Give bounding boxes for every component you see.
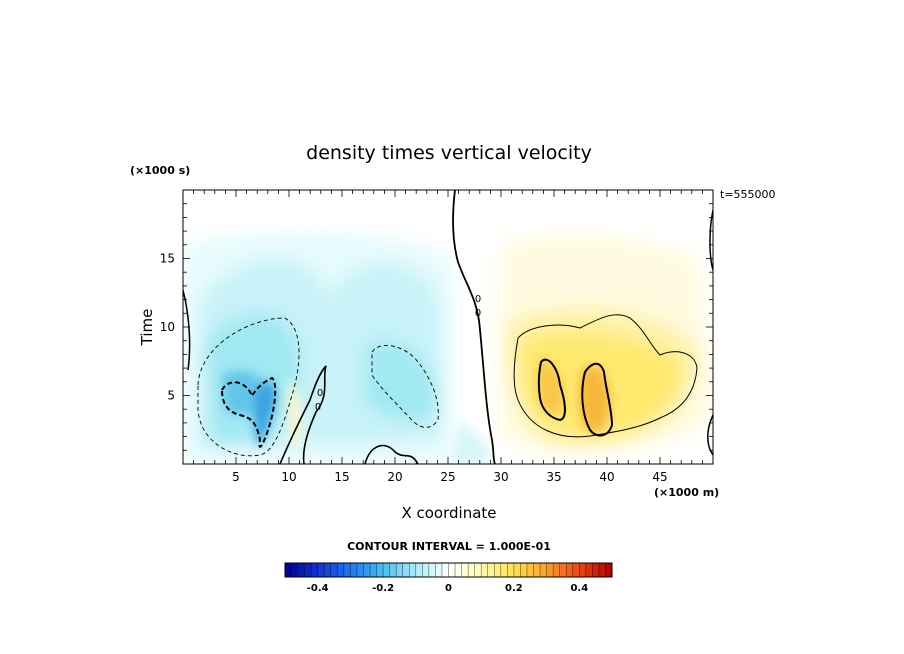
y-axis-label: Time	[138, 309, 156, 347]
colorbar-cell	[559, 563, 567, 577]
colorbar-cell	[448, 563, 456, 577]
x-tick-label: 40	[599, 470, 614, 484]
colorbar-tick-labels: -0.4 -0.2 0 0.2 0.4	[307, 583, 588, 594]
colorbar-cell	[285, 563, 292, 577]
zero-contour-mid	[279, 365, 327, 464]
colorbar-cell	[350, 563, 358, 577]
zero-contour-bottom	[364, 444, 419, 464]
heatmap-field	[183, 190, 713, 464]
positive-contour-outer	[513, 314, 698, 438]
x-axis-label: X coordinate	[401, 504, 496, 522]
colorbar-cell	[455, 563, 462, 577]
time-stamp-label: t=555000	[720, 188, 776, 201]
colorbar-cell	[546, 563, 554, 577]
colorbar-cell	[422, 563, 430, 577]
x-tick-label: 25	[440, 470, 455, 484]
y-axis: 5 10 15	[160, 189, 713, 465]
negative-contour-left-strong	[220, 376, 277, 448]
colorbar-cell	[389, 563, 397, 577]
colorbar-cell	[500, 563, 508, 577]
colorbar-cell	[356, 563, 364, 577]
colorbar-cell	[533, 563, 541, 577]
contour-lines	[183, 190, 713, 464]
colorbar-cell	[513, 563, 521, 577]
x-unit-label: (×1000 m)	[654, 486, 719, 499]
colorbar-cell	[520, 563, 528, 577]
colorbar-cell	[317, 563, 325, 577]
colorbar-cell	[566, 563, 574, 577]
colorbar-cell	[487, 563, 495, 577]
x-tick-label: 35	[546, 470, 561, 484]
colorbar-cell	[598, 563, 606, 577]
colorbar-cell	[481, 563, 489, 577]
y-tick-label: 5	[167, 389, 175, 403]
zero-contour-right-low	[707, 414, 713, 456]
negative-contour-mid	[371, 344, 439, 428]
x-tick-label: 5	[232, 470, 240, 484]
colorbar-cell	[553, 563, 560, 577]
colorbar-cell	[494, 563, 502, 577]
contour-interval-label: CONTOUR INTERVAL = 1.000E-01	[347, 540, 551, 553]
colorbar-cell	[572, 563, 580, 577]
contour-label: 0	[317, 388, 323, 399]
colorbar-cell	[507, 563, 515, 577]
y-tick-label: 10	[160, 320, 175, 334]
colorbar-cell	[526, 563, 534, 577]
colorbar-cell	[441, 563, 449, 577]
y-tick-label: 15	[160, 252, 175, 266]
colorbar-cell	[330, 563, 338, 577]
contour-label: 0	[475, 308, 481, 319]
x-tick-label: 20	[387, 470, 402, 484]
colorbar-cell	[370, 563, 377, 577]
colorbar-cell	[298, 563, 305, 577]
colorbar-cell	[304, 563, 312, 577]
colorbar-cell	[592, 563, 600, 577]
colorbar-cell	[579, 563, 587, 577]
colorbar-cell	[415, 563, 423, 577]
positive-contour-inner-left	[537, 358, 566, 422]
colorbar-cell	[311, 563, 318, 577]
colorbar-cell	[428, 563, 436, 577]
colorbar-cell	[585, 563, 593, 577]
contour-label: 0	[475, 294, 481, 305]
x-axis: 5 10 15 20 25 30 35 40 45	[182, 190, 714, 484]
colorbar-cell	[605, 563, 613, 577]
contour-label: 0	[315, 402, 321, 413]
colorbar-cell	[383, 563, 390, 577]
colorbar-cell	[337, 563, 345, 577]
x-tick-label: 45	[652, 470, 667, 484]
negative-contour-left	[197, 317, 300, 457]
zero-contour-left	[183, 289, 191, 371]
colorbar-tick-label: -0.2	[372, 583, 394, 594]
x-tick-label: 15	[334, 470, 349, 484]
colorbar-cell	[324, 563, 332, 577]
colorbar	[284, 562, 613, 578]
colorbar-cell	[396, 563, 404, 577]
colorbar-tick-label: 0.2	[505, 583, 523, 594]
colorbar-cell	[402, 563, 410, 577]
chart-title: density times vertical velocity	[306, 142, 592, 164]
colorbar-cell	[343, 563, 351, 577]
colorbar-cell	[291, 563, 299, 577]
y-unit-label: (×1000 s)	[130, 164, 190, 177]
colorbar-cell	[376, 563, 384, 577]
x-tick-label: 10	[281, 470, 296, 484]
colorbar-tick-label: -0.4	[307, 583, 329, 594]
positive-contour-inner-right	[581, 362, 614, 437]
colorbar-cell	[435, 563, 443, 577]
colorbar-cell	[468, 563, 475, 577]
colorbar-cell	[461, 563, 469, 577]
colorbar-cell	[409, 563, 417, 577]
colorbar-cell	[540, 563, 547, 577]
colorbar-tick-label: 0	[445, 583, 452, 594]
zero-contour-right	[709, 209, 713, 271]
zero-contour-main	[452, 190, 496, 464]
colorbar-cell	[474, 563, 482, 577]
colorbar-tick-label: 0.4	[570, 583, 588, 594]
colorbar-cell	[363, 563, 371, 577]
x-tick-label: 30	[493, 470, 508, 484]
